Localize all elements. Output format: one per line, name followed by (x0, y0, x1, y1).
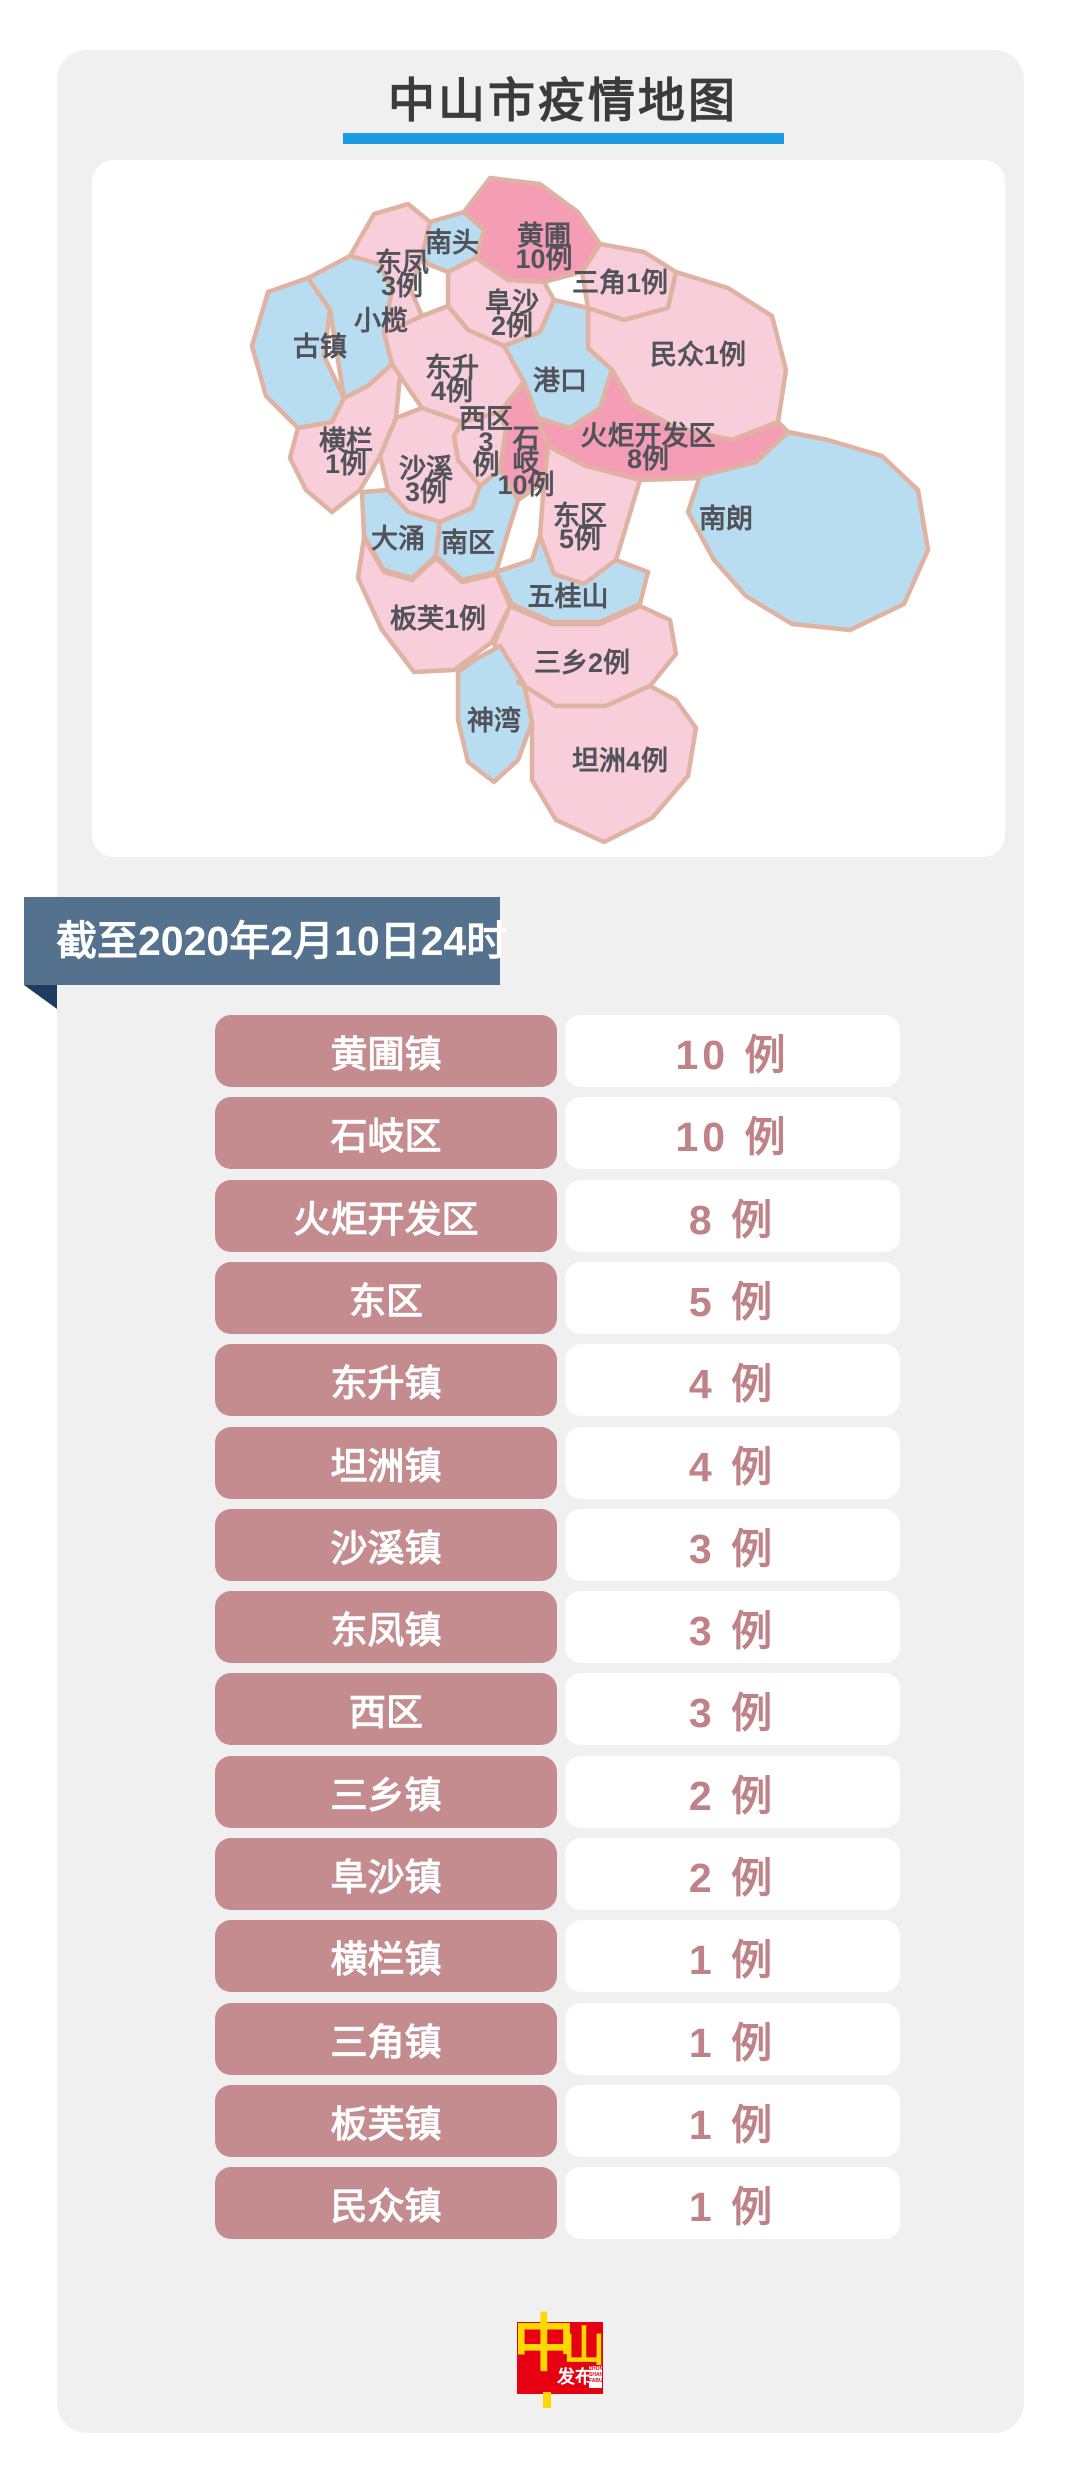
map-region-label: 3 (478, 427, 493, 457)
district-cell: 石岐区 (215, 1097, 557, 1169)
cases-cell: 8 例 (565, 1180, 900, 1252)
map-region-label: 神湾 (467, 705, 521, 736)
map-region-label: 东升 (425, 352, 479, 383)
map-region-label: 5例 (559, 524, 601, 554)
map-region-label: 3例 (405, 477, 447, 507)
map-region-label: 横栏 (319, 426, 373, 456)
map-region-label: 南朗 (699, 504, 753, 534)
ribbon-fold (24, 985, 57, 1009)
map-region-坦洲 (515, 679, 699, 845)
logo-roman-text: ZHONG SHAN FABU (589, 2366, 602, 2388)
district-cell: 黄圃镇 (215, 1015, 557, 1087)
map-region-label: 西区 (459, 404, 513, 434)
map-region-label: 板芙1例 (390, 604, 486, 634)
map-region-label: 东区 (553, 500, 607, 531)
map-region-label: 1例 (325, 449, 367, 479)
district-cell: 三角镇 (215, 2003, 557, 2075)
cases-cell: 2 例 (565, 1756, 900, 1828)
map-region-label: 2例 (491, 311, 533, 341)
district-cell: 阜沙镇 (215, 1838, 557, 1910)
district-cell: 坦洲镇 (215, 1427, 557, 1499)
map-region-label: 10例 (515, 244, 572, 274)
map-region-label: 坦洲4例 (572, 746, 668, 776)
map-region-label: 阜沙 (485, 288, 539, 318)
map-region-label: 火炬开发区 (581, 420, 716, 451)
district-cell: 民众镇 (215, 2167, 557, 2239)
cases-cell: 1 例 (565, 1920, 900, 1992)
logo-stroke-tail (543, 2392, 551, 2408)
cases-cell: 4 例 (565, 1344, 900, 1416)
map-region-label: 东凤 (375, 247, 429, 278)
cases-cell: 2 例 (565, 1838, 900, 1910)
map-region-label: 南头 (425, 228, 479, 258)
district-cell: 三乡镇 (215, 1756, 557, 1828)
map-region-label: 三角1例 (572, 267, 668, 298)
map-region-label: 8例 (627, 444, 669, 474)
map-region-label: 大涌 (371, 524, 425, 554)
map-region-label: 小榄 (354, 306, 408, 336)
district-cell: 东区 (215, 1262, 557, 1334)
district-cell: 沙溪镇 (215, 1509, 557, 1581)
zhongshan-fabu-logo: 中 山 发布 ZHONG SHAN FABU (513, 2314, 606, 2408)
cases-cell: 3 例 (565, 1591, 900, 1663)
cases-cell: 1 例 (565, 2003, 900, 2075)
page-title: 中山市疫情地图 (388, 74, 738, 127)
cases-cell: 10 例 (565, 1097, 900, 1169)
map-region-label: 例 (473, 450, 500, 480)
map-card: 古镇 小榄 东凤 3例 南头 黄圃 10例 阜沙 2例 三角1例 民众1例 港口 东升 4例 横栏 1例 西区 3… (92, 160, 1005, 857)
cases-cell: 1 例 (565, 2167, 900, 2239)
map-region-label: 三乡2例 (534, 648, 630, 678)
title-underline (343, 133, 784, 144)
district-cell: 东升镇 (215, 1344, 557, 1416)
date-ribbon: 截至2020年2月10日24时 (24, 897, 507, 985)
map-region-东凤 (347, 201, 433, 335)
cases-cell: 10 例 (565, 1015, 900, 1087)
map-region-label: 沙溪 (399, 454, 454, 484)
district-cell: 东凤镇 (215, 1591, 557, 1663)
map-region-label: 南区 (441, 528, 495, 558)
map-region-label: 民众1例 (650, 340, 746, 370)
map-region-label: 4例 (431, 376, 473, 406)
cases-cell: 4 例 (565, 1427, 900, 1499)
map-region-label: 五桂山 (528, 582, 609, 612)
map-region-label: 3例 (381, 271, 423, 301)
cases-cell: 3 例 (565, 1673, 900, 1745)
map-region-label: 10例 (497, 470, 554, 500)
map-region-南朗 (685, 429, 931, 633)
cases-cell: 1 例 (565, 2085, 900, 2157)
logo-char-zhong: 中 (513, 2310, 576, 2379)
cases-cell: 5 例 (565, 1262, 900, 1334)
logo-char-shan: 山 (563, 2323, 606, 2370)
logo-sub-text: 发布 (557, 2367, 593, 2387)
map-region-label: 石 (512, 424, 540, 454)
cases-cell: 3 例 (565, 1509, 900, 1581)
district-cell: 板芙镇 (215, 2085, 557, 2157)
map-region-label: 黄圃 (517, 221, 571, 251)
map-region-label: 港口 (533, 366, 587, 396)
district-cell: 横栏镇 (215, 1920, 557, 1992)
map-region-label: 岐 (513, 447, 540, 477)
district-cell: 火炬开发区 (215, 1180, 557, 1252)
map-region-label: 古镇 (293, 332, 347, 362)
district-cell: 西区 (215, 1673, 557, 1745)
